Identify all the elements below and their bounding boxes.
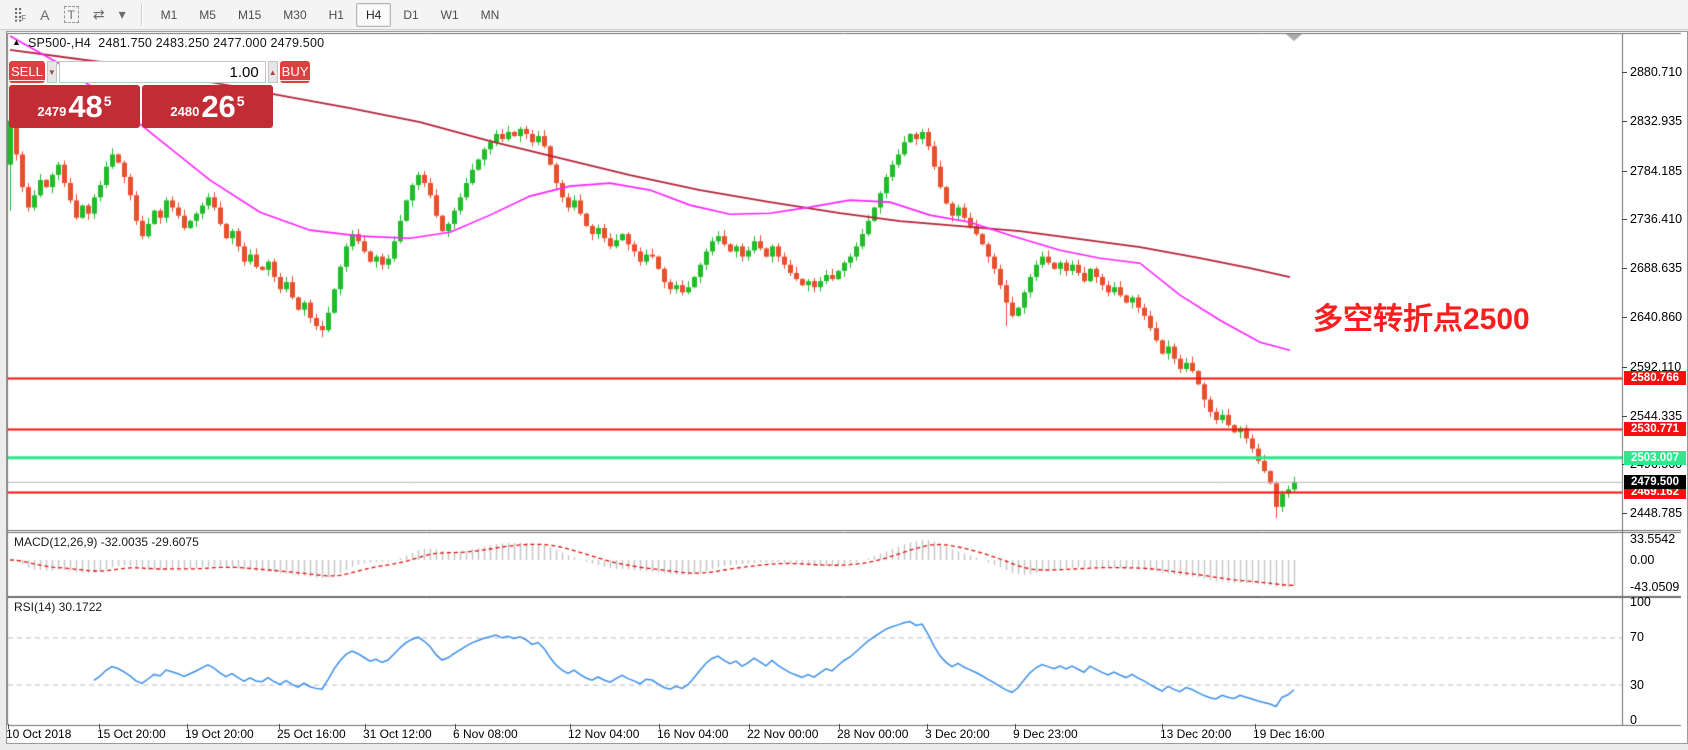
macd-axis-label: 0.00 bbox=[1630, 553, 1655, 567]
rsi-axis-label: 0 bbox=[1630, 713, 1637, 727]
time-axis-label: 22 Nov 00:00 bbox=[747, 727, 819, 741]
sell-price-big: 48 bbox=[68, 89, 103, 124]
time-axis-label: 28 Nov 00:00 bbox=[837, 727, 909, 741]
time-tick-mark bbox=[1015, 724, 1016, 729]
toolbar-separator bbox=[140, 3, 142, 26]
rsi-axis-label: 30 bbox=[1630, 677, 1644, 692]
time-tick-mark bbox=[99, 724, 100, 729]
time-axis-label: 10 Oct 2018 bbox=[6, 727, 72, 741]
time-tick-mark bbox=[279, 724, 280, 729]
volume-decrease-button[interactable]: ▼ bbox=[46, 61, 57, 83]
macd-label: MACD(12,26,9) -32.0035 -29.6075 bbox=[14, 535, 199, 549]
price-axis-label: 2640.860 bbox=[1630, 310, 1683, 324]
timeframe-button-H4[interactable]: H4 bbox=[355, 2, 392, 27]
cycle-arrows-icon[interactable]: ⇄ bbox=[92, 6, 105, 22]
time-tick-mark bbox=[749, 724, 750, 729]
macd-axis-label: 33.5542 bbox=[1630, 532, 1676, 547]
symbol-ohlc-header: SP500-,H4 2481.750 2483.250 2477.000 247… bbox=[28, 36, 325, 50]
symbol-marker-icon: ▲ bbox=[12, 37, 21, 47]
macd-axis-label: -43.0509 bbox=[1630, 579, 1680, 594]
time-axis-label: 6 Nov 08:00 bbox=[453, 727, 518, 741]
time-axis-label: 19 Dec 16:00 bbox=[1253, 727, 1325, 741]
timeframe-button-M30[interactable]: M30 bbox=[283, 7, 307, 22]
price-tick-mark bbox=[1622, 366, 1627, 368]
time-axis-label: 19 Oct 20:00 bbox=[185, 727, 254, 741]
time-tick-mark bbox=[1162, 724, 1163, 729]
time-axis-label: 16 Nov 04:00 bbox=[657, 727, 729, 741]
sell-price-prefix: 2479 bbox=[37, 104, 67, 119]
timeframe-button-D1[interactable]: D1 bbox=[403, 7, 419, 22]
time-tick-mark bbox=[839, 724, 840, 729]
time-axis-label: 9 Dec 23:00 bbox=[1013, 727, 1078, 741]
time-tick-mark bbox=[187, 724, 188, 729]
time-axis-label: 13 Dec 20:00 bbox=[1160, 727, 1232, 741]
timeframe-button-MN[interactable]: MN bbox=[480, 7, 500, 22]
hline-price-tag: 2580.766 bbox=[1624, 371, 1686, 386]
buy-price-sup: 5 bbox=[236, 92, 245, 109]
time-axis-label: 25 Oct 16:00 bbox=[277, 727, 346, 741]
time-tick-mark bbox=[8, 724, 9, 729]
sell-price-display[interactable]: 2479 48 5 bbox=[9, 85, 140, 128]
buy-price-prefix: 2480 bbox=[170, 104, 200, 119]
time-tick-mark bbox=[927, 724, 928, 729]
chart-text-annotation: 多空转折点2500 bbox=[1313, 303, 1530, 336]
timeframe-button-W1[interactable]: W1 bbox=[440, 7, 459, 22]
price-axis-label: 2592.110 bbox=[1630, 359, 1682, 374]
price-tick-mark bbox=[1622, 120, 1627, 122]
price-axis-label: 2448.785 bbox=[1630, 506, 1683, 521]
buy-price-big: 26 bbox=[201, 89, 236, 124]
sell-price-sup: 5 bbox=[103, 92, 112, 109]
dotted-grid-icon[interactable]: ⣿ F bbox=[13, 6, 27, 23]
timeframe-button-M15[interactable]: M15 bbox=[237, 7, 262, 22]
timeframe-button-M1[interactable]: M1 bbox=[160, 7, 178, 22]
price-chart-canvas[interactable] bbox=[0, 31, 1688, 744]
price-tick-mark bbox=[1622, 219, 1627, 221]
caret-down-icon: ▼ bbox=[47, 67, 56, 77]
price-tick-mark bbox=[1622, 170, 1627, 172]
buy-price-display[interactable]: 2480 26 5 bbox=[142, 85, 273, 128]
price-tick-mark bbox=[1622, 513, 1627, 515]
buy-button[interactable]: BUY bbox=[279, 61, 311, 83]
hline-price-tag: 2530.771 bbox=[1624, 422, 1686, 437]
volume-increase-button[interactable]: ▲ bbox=[267, 61, 278, 83]
text-label-tool-icon[interactable]: T bbox=[63, 6, 79, 23]
price-tick-mark bbox=[1622, 268, 1627, 270]
current-price-tag: 2479.500 bbox=[1624, 474, 1686, 489]
dropdown-caret-icon[interactable]: ▾ bbox=[118, 6, 126, 22]
price-tick-mark bbox=[1622, 72, 1627, 73]
volume-input[interactable] bbox=[58, 61, 266, 83]
price-tick-mark bbox=[1622, 464, 1627, 466]
text-tool-icon[interactable]: A bbox=[40, 7, 50, 23]
price-axis-label: 2544.335 bbox=[1630, 408, 1683, 423]
price-axis-label: 2736.410 bbox=[1630, 212, 1683, 227]
timeframe-button-H1[interactable]: H1 bbox=[328, 7, 344, 22]
timeframe-button-M5[interactable]: M5 bbox=[199, 7, 216, 22]
time-tick-mark bbox=[659, 724, 660, 729]
time-tick-mark bbox=[365, 724, 366, 729]
sell-button[interactable]: SELL bbox=[9, 61, 45, 83]
rsi-label: RSI(14) 30.1722 bbox=[14, 600, 103, 614]
one-click-trading-panel: SELL ▼ ▲ BUY 2479 48 5 2480 26 5 bbox=[9, 61, 311, 128]
price-tick-mark bbox=[1622, 317, 1627, 318]
rsi-axis-label: 70 bbox=[1630, 630, 1644, 645]
hline-price-tag: 2503.007 bbox=[1624, 450, 1686, 465]
time-tick-mark bbox=[570, 724, 571, 729]
time-tick-mark bbox=[455, 724, 456, 729]
price-axis-label: 2832.935 bbox=[1630, 113, 1683, 128]
time-axis-label: 15 Oct 20:00 bbox=[97, 727, 166, 741]
toolbar: ⣿ F A T ⇄ ▾ M1 M5 M15 M30 H1 H4 D1 W1 MN bbox=[0, 0, 1688, 30]
price-axis-label: 2688.635 bbox=[1630, 261, 1683, 276]
price-axis-label: 2784.185 bbox=[1630, 163, 1683, 178]
hline-price-tag: 2469.162 bbox=[1624, 485, 1686, 500]
rsi-axis-label: 100 bbox=[1630, 595, 1651, 609]
price-axis-label: 2880.710 bbox=[1630, 65, 1683, 79]
caret-up-icon: ▲ bbox=[268, 67, 277, 77]
time-axis-label: 31 Oct 12:00 bbox=[363, 727, 432, 741]
time-axis-label: 12 Nov 04:00 bbox=[568, 727, 640, 741]
time-axis-label: 3 Dec 20:00 bbox=[925, 727, 990, 741]
dotted-grid-icon-sub: F bbox=[21, 14, 27, 23]
time-tick-mark bbox=[1255, 724, 1256, 729]
price-tick-mark bbox=[1622, 415, 1627, 417]
